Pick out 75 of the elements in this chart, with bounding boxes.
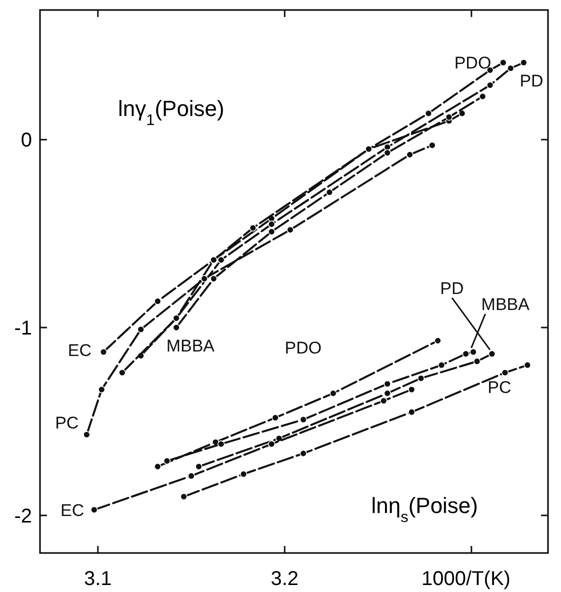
point <box>408 386 416 394</box>
text: PD <box>440 278 464 298</box>
point <box>479 92 486 100</box>
point <box>286 226 294 234</box>
point <box>172 314 180 322</box>
point <box>154 298 162 305</box>
point <box>188 472 195 480</box>
point <box>218 440 225 448</box>
point <box>210 275 218 282</box>
point <box>83 431 90 438</box>
point <box>424 110 432 117</box>
point <box>408 408 416 416</box>
point <box>488 350 496 358</box>
point <box>445 113 453 121</box>
point <box>384 144 391 151</box>
point <box>268 440 276 448</box>
point <box>98 386 106 394</box>
y-tick-label: -1 <box>14 318 32 340</box>
point <box>172 324 180 332</box>
point <box>458 110 466 117</box>
point <box>210 256 218 264</box>
y-tick-label: 0 <box>20 130 32 152</box>
point <box>154 462 162 470</box>
point <box>501 369 509 376</box>
point <box>272 414 279 422</box>
annotation: lnγ$_{1}$(Poise) <box>118 96 224 128</box>
x-tick-label: 3.1 <box>84 568 112 590</box>
y-tick-label: -2 <box>14 505 32 528</box>
point <box>406 151 414 158</box>
annotation: lnη$_{s}$(Poise) <box>371 493 478 526</box>
point <box>462 350 470 358</box>
point <box>428 142 436 149</box>
point <box>520 59 528 66</box>
series-label: PDO <box>454 54 492 73</box>
point <box>118 369 126 376</box>
point <box>300 450 307 458</box>
x-axis-title: 1000/T(K) <box>422 568 510 590</box>
series-label: EC <box>60 500 84 520</box>
point <box>268 228 276 236</box>
point <box>438 362 446 369</box>
point <box>100 348 108 356</box>
point <box>507 64 514 72</box>
text: PDO <box>284 338 322 358</box>
point <box>365 145 372 153</box>
point <box>524 362 532 369</box>
series-label: PC <box>488 378 512 398</box>
point <box>500 59 507 66</box>
point <box>326 188 334 196</box>
point <box>200 275 208 282</box>
point <box>268 220 276 228</box>
point <box>180 493 188 500</box>
series-label: MBBA <box>166 336 216 356</box>
text: MBBA <box>481 294 530 314</box>
point <box>137 326 144 334</box>
point <box>240 470 248 478</box>
series-label: EC <box>68 340 92 360</box>
point <box>330 390 337 397</box>
point <box>434 337 442 344</box>
point <box>417 374 425 382</box>
point <box>384 149 391 156</box>
x-tick-label: 3.2 <box>270 568 299 590</box>
point <box>218 256 225 264</box>
point <box>249 224 257 232</box>
point <box>90 506 98 514</box>
point <box>384 380 391 388</box>
point <box>384 390 391 397</box>
series-label: PC <box>55 414 79 433</box>
point <box>470 348 477 356</box>
point <box>486 82 494 89</box>
point <box>473 358 481 365</box>
point <box>300 416 307 424</box>
point <box>195 462 202 470</box>
point <box>380 397 388 404</box>
point <box>163 457 171 465</box>
series-label: PD <box>520 72 544 91</box>
